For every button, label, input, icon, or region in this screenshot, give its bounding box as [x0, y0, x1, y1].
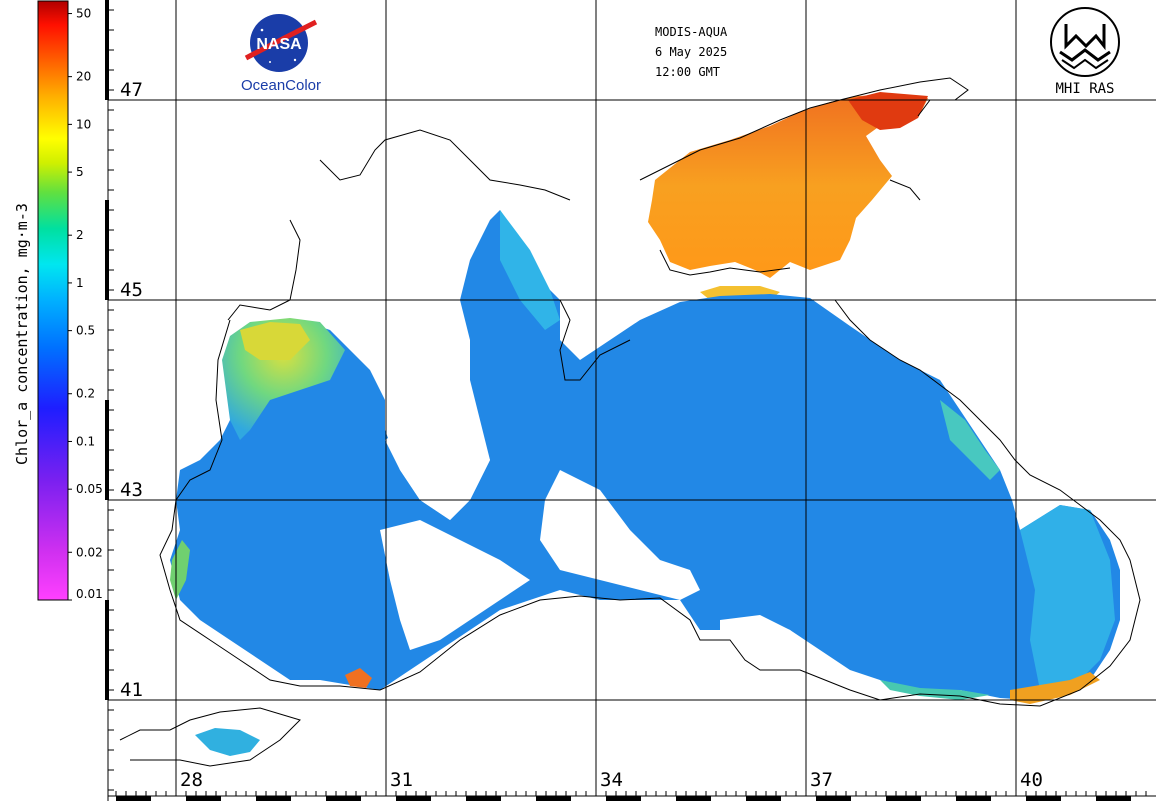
danube-plume — [240, 322, 310, 360]
oceancolor-label: OceanColor — [241, 77, 321, 94]
colorbar-tick-label: 0.5 — [76, 324, 95, 338]
cloud-masks — [380, 380, 810, 655]
longitude-labels: 28 31 34 37 40 — [180, 769, 1043, 791]
sensor-label: MODIS-AQUA — [655, 25, 728, 39]
graticule — [108, 0, 1156, 796]
lon-label-40: 40 — [1020, 769, 1043, 791]
east-coastal — [1020, 505, 1115, 690]
colorbar-tick-label: 0.05 — [76, 482, 103, 496]
time-label: 12:00 GMT — [655, 65, 720, 79]
colorbar-tick-label: 5 — [76, 165, 84, 179]
lon-label-28: 28 — [180, 769, 203, 791]
lon-label-31: 31 — [390, 769, 413, 791]
latitude-labels: 47 45 43 41 — [120, 79, 143, 701]
colorbar-title: Chlor_a concentration, mg·m-3 — [13, 203, 31, 465]
bosphorus-bloom — [345, 668, 372, 688]
left-axis — [105, 0, 114, 801]
azov-taganrog-high — [848, 92, 928, 130]
colorbar-gradient — [37, 0, 69, 601]
colorbar-tick-label: 0.2 — [76, 387, 95, 401]
colorbar-tick-label: 0.01 — [76, 587, 103, 601]
azov-sea-fill — [648, 94, 928, 278]
colorbar-tick-label: 10 — [76, 117, 91, 131]
lat-label-45: 45 — [120, 279, 143, 301]
colorbar-tick-label: 1 — [76, 276, 84, 290]
colorbar-tick-label: 2 — [76, 228, 84, 242]
colorbar-tick-label: 20 — [76, 70, 91, 84]
lon-label-37: 37 — [810, 769, 833, 791]
colorbar-ticks: 50 20 10 5 2 1 0.5 0.2 0.1 0.05 0.02 0.01 — [68, 7, 103, 601]
lat-label-41: 41 — [120, 679, 143, 701]
colorbar-tick-label: 0.1 — [76, 434, 95, 448]
colorbar: 50 20 10 5 2 1 0.5 0.2 0.1 0.05 0.02 0.01 Chlor_a c… — [13, 0, 103, 601]
date-label: 6 May 2025 — [655, 45, 727, 59]
nasa-wordmark: NASA — [256, 36, 302, 53]
south-coastal — [880, 680, 990, 700]
south-east-bloom — [1010, 672, 1100, 704]
colorbar-tick-label: 0.02 — [76, 545, 103, 559]
marmara-sea — [195, 728, 260, 756]
mhi-ras-label: MHI RAS — [1055, 81, 1114, 97]
lat-label-47: 47 — [120, 79, 143, 101]
lon-label-34: 34 — [600, 769, 623, 791]
mhi-ras-logo: MHI RAS — [1050, 7, 1120, 97]
sea-surface — [170, 92, 1120, 756]
west-coastal — [170, 540, 190, 600]
colorbar-tick-label: 50 — [76, 7, 91, 21]
bottom-axis — [108, 791, 1156, 801]
caucasus-coastal — [940, 400, 1000, 480]
nasa-logo: NASA OceanColor — [241, 14, 321, 94]
lat-label-43: 43 — [120, 479, 143, 501]
header: MODIS-AQUA 6 May 2025 12:00 GMT — [655, 25, 728, 79]
